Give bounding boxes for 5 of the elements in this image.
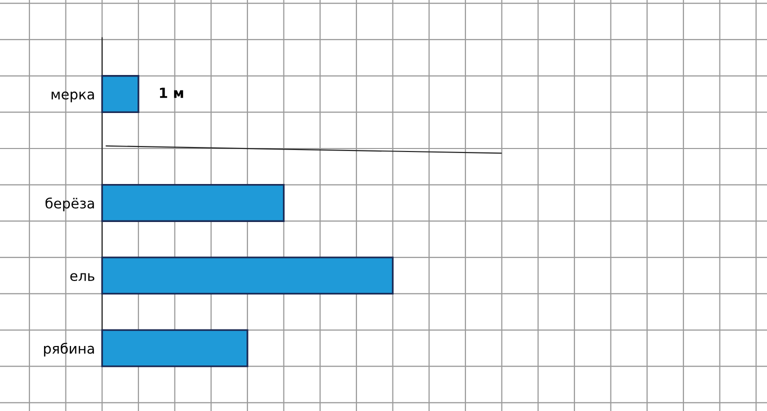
y-tick-label: рябина [44, 342, 94, 356]
data-label: 1 м [160, 88, 184, 98]
y-tick-label: мерка [52, 92, 94, 102]
y-tick-label: ель [70, 273, 94, 282]
y-tick-label: берёза [46, 198, 94, 212]
